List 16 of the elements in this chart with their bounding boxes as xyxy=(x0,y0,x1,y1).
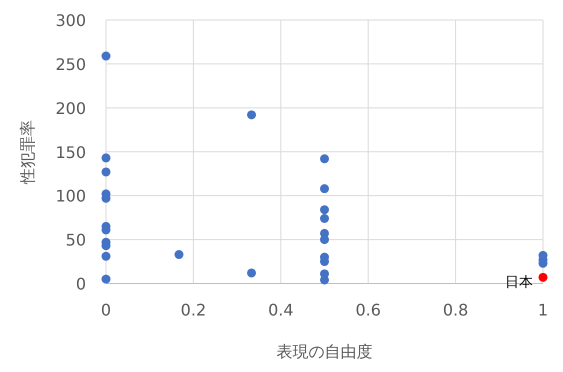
x-tick-label: 1 xyxy=(538,300,548,320)
y-tick-label: 50 xyxy=(66,230,86,250)
x-axis-title: 表現の自由度 xyxy=(276,342,372,361)
x-tick-label: 0.4 xyxy=(268,300,294,320)
y-tick-label: 100 xyxy=(55,186,86,206)
y-tick-label: 250 xyxy=(55,54,86,74)
x-tick-label: 0.2 xyxy=(180,300,206,320)
y-axis-title: 性犯罪率 xyxy=(18,120,37,185)
x-tick-label: 0.8 xyxy=(442,300,468,320)
x-tick-label: 0.6 xyxy=(355,300,381,320)
y-tick-label: 200 xyxy=(55,98,86,118)
x-tick-label: 0 xyxy=(100,300,112,320)
y-tick-label: 0 xyxy=(76,274,86,294)
y-tick-label: 150 xyxy=(55,142,86,162)
annotation: 日本 xyxy=(505,274,533,290)
y-tick-label: 300 xyxy=(55,11,86,30)
